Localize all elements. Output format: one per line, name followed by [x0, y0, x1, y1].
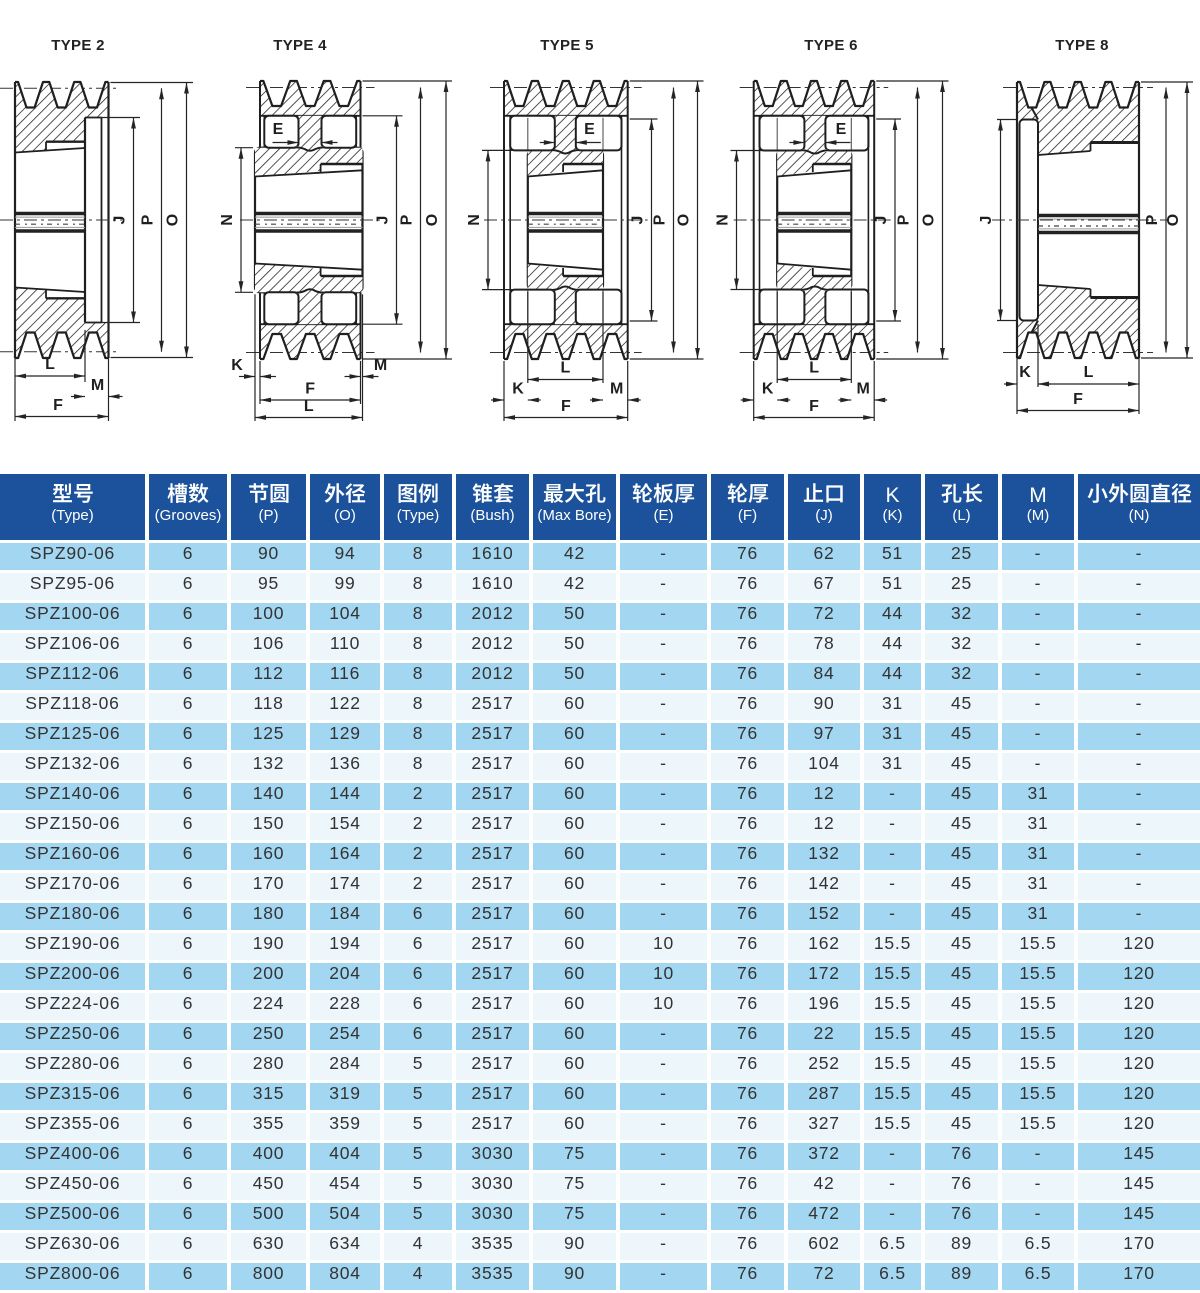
svg-text:N: N: [219, 214, 236, 226]
svg-text:J: J: [112, 216, 129, 225]
svg-text:M: M: [91, 377, 104, 394]
svg-text:L: L: [809, 360, 819, 377]
svg-text:O: O: [165, 214, 182, 226]
svg-text:F: F: [809, 398, 819, 415]
svg-text:E: E: [836, 121, 847, 138]
svg-text:J: J: [873, 216, 890, 225]
svg-text:P: P: [1144, 214, 1161, 225]
svg-text:O: O: [424, 214, 441, 226]
svg-text:K: K: [1019, 364, 1031, 381]
svg-text:J: J: [375, 216, 392, 225]
svg-text:E: E: [584, 121, 595, 138]
svg-text:K: K: [231, 357, 243, 374]
svg-text:P: P: [896, 214, 913, 225]
svg-text:F: F: [1073, 391, 1083, 408]
svg-text:M: M: [610, 381, 623, 398]
svg-text:M: M: [374, 357, 387, 374]
svg-text:TYPE 6: TYPE 6: [804, 37, 858, 54]
svg-text:M: M: [857, 381, 870, 398]
svg-text:N: N: [715, 214, 732, 226]
svg-text:F: F: [53, 397, 63, 414]
svg-text:N: N: [466, 214, 483, 226]
svg-text:F: F: [561, 398, 571, 415]
svg-text:P: P: [652, 214, 669, 225]
svg-text:L: L: [1084, 364, 1094, 381]
svg-text:E: E: [273, 121, 284, 138]
svg-text:F: F: [305, 381, 315, 398]
svg-text:L: L: [304, 398, 314, 415]
svg-text:L: L: [561, 360, 571, 377]
svg-text:L: L: [45, 356, 55, 373]
svg-text:TYPE 4: TYPE 4: [273, 37, 327, 54]
svg-text:J: J: [630, 216, 647, 225]
svg-text:K: K: [512, 381, 524, 398]
svg-text:TYPE 5: TYPE 5: [540, 37, 594, 54]
svg-text:K: K: [762, 381, 774, 398]
svg-text:O: O: [1165, 214, 1182, 226]
svg-text:P: P: [140, 214, 157, 225]
svg-text:TYPE 8: TYPE 8: [1055, 37, 1109, 54]
svg-text:O: O: [921, 214, 938, 226]
svg-text:J: J: [978, 216, 995, 225]
svg-text:O: O: [676, 214, 693, 226]
svg-text:TYPE 2: TYPE 2: [51, 37, 105, 54]
svg-text:P: P: [399, 214, 416, 225]
